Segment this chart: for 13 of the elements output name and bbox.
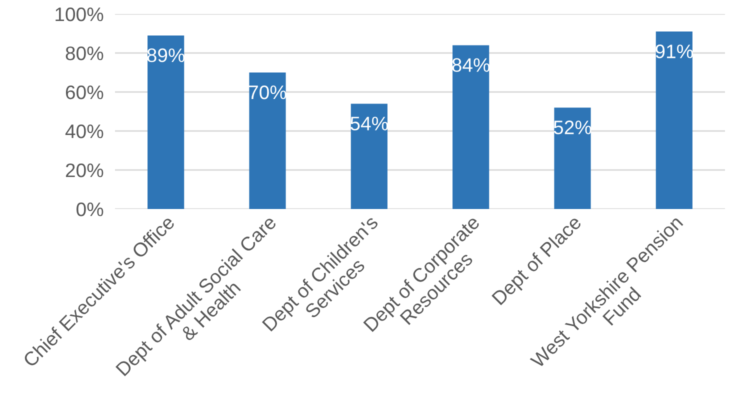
- y-tick-label: 100%: [56, 7, 104, 22]
- bar: [656, 32, 692, 209]
- bar: [249, 72, 286, 209]
- y-tick-label: 80%: [66, 46, 104, 60]
- bar: [350, 104, 388, 209]
- bar: [452, 45, 490, 209]
- y-tick-label: 20%: [66, 163, 104, 178]
- y-tick-label: 40%: [65, 124, 104, 138]
- y-tick-label: 0%: [76, 202, 104, 216]
- y-tick-label: 60%: [66, 85, 104, 100]
- bar: [554, 108, 591, 209]
- bar: [148, 35, 184, 209]
- data-label: 70%: [249, 85, 286, 100]
